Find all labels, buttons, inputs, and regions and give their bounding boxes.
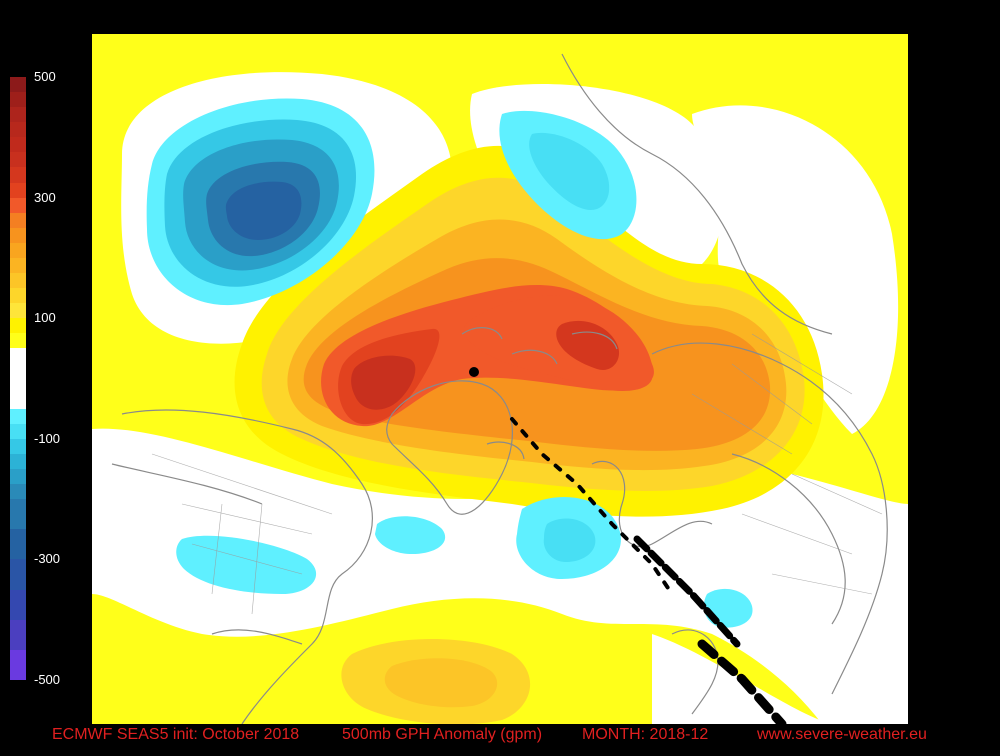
coastline-asia bbox=[651, 342, 888, 695]
colorbar-tick-label: -100 bbox=[34, 430, 61, 446]
colorbar-band bbox=[10, 589, 26, 621]
colorbar-band bbox=[10, 649, 26, 681]
caption-site: www.severe-weather.eu bbox=[757, 726, 927, 743]
colorbar-band bbox=[10, 257, 26, 274]
neutral-zone-east-asia bbox=[692, 105, 899, 434]
anomaly-map bbox=[92, 34, 908, 724]
coastline-north-america bbox=[111, 409, 373, 724]
negative-anomaly bbox=[146, 98, 753, 628]
data-track-point bbox=[469, 367, 479, 377]
colorbar-tick-label: 300 bbox=[34, 189, 56, 205]
colorbar-band bbox=[10, 438, 26, 455]
colorbar-band bbox=[10, 529, 26, 560]
colorbar-band bbox=[10, 348, 26, 410]
colorbar-band bbox=[10, 303, 26, 319]
caption-model: ECMWF SEAS5 init: October 2018 bbox=[52, 726, 300, 743]
colorbar-band bbox=[10, 408, 26, 425]
colorbar-band bbox=[10, 227, 26, 244]
colorbar-band bbox=[10, 318, 26, 334]
colorbar-band bbox=[10, 92, 26, 108]
caption-month: MONTH: 2018-12 bbox=[582, 726, 709, 743]
colorbar-band bbox=[10, 423, 26, 440]
borders-europe-asia bbox=[691, 333, 883, 595]
coastline-greenland bbox=[386, 380, 513, 515]
colorbar-tick-label: 100 bbox=[34, 310, 56, 326]
colorbar-band bbox=[10, 152, 26, 168]
colorbar-band bbox=[10, 107, 26, 123]
data-track-thick-segment bbox=[633, 535, 741, 648]
positive-anomaly bbox=[234, 145, 824, 724]
colorbar-tick-label: -500 bbox=[34, 672, 61, 687]
colorbar-band bbox=[10, 272, 26, 289]
colorbar-band bbox=[10, 212, 26, 229]
borders-north-america bbox=[151, 453, 333, 615]
country-borders bbox=[151, 333, 883, 615]
trough-pacific-300 bbox=[225, 181, 302, 240]
coastline-arctic-islands bbox=[461, 327, 618, 460]
data-track bbox=[469, 367, 787, 724]
trough-atlantic-inner bbox=[543, 518, 596, 562]
trough-scandinavia-100 bbox=[529, 132, 610, 210]
ridge-contour-pacific-low-inner bbox=[384, 658, 498, 708]
colorbar-tick-label: 500 bbox=[34, 69, 56, 84]
data-track-lower-segment bbox=[697, 639, 787, 724]
colorbar-band bbox=[10, 619, 26, 651]
colorbar-band bbox=[10, 242, 26, 259]
colorbar-band bbox=[10, 468, 26, 485]
trough-labrador bbox=[375, 516, 446, 554]
trough-north-america bbox=[176, 535, 317, 594]
ridge-contour-325-east bbox=[556, 320, 620, 370]
colorbar-band bbox=[10, 137, 26, 153]
caption-field: 500mb GPH Anomaly (gpm) bbox=[342, 726, 543, 743]
colorbar-band bbox=[10, 122, 26, 138]
colorbar-tick-label: -300 bbox=[34, 551, 61, 567]
colorbar-band bbox=[10, 182, 26, 199]
colorbar-band bbox=[10, 167, 26, 183]
map-caption: ECMWF SEAS5 init: October 2018 500mb GPH… bbox=[0, 722, 1000, 748]
ridge-contour-350 bbox=[351, 355, 416, 410]
colorbar-band bbox=[10, 77, 26, 93]
colorbar-band bbox=[10, 197, 26, 214]
colorbar-band bbox=[10, 499, 26, 530]
colorbar-band bbox=[10, 333, 26, 349]
colorbar-band bbox=[10, 453, 26, 470]
data-track-segment bbox=[510, 417, 674, 596]
colorbar bbox=[10, 77, 26, 681]
colorbar-band bbox=[10, 484, 26, 500]
colorbar-band bbox=[10, 288, 26, 304]
colorbar-band bbox=[10, 559, 26, 591]
